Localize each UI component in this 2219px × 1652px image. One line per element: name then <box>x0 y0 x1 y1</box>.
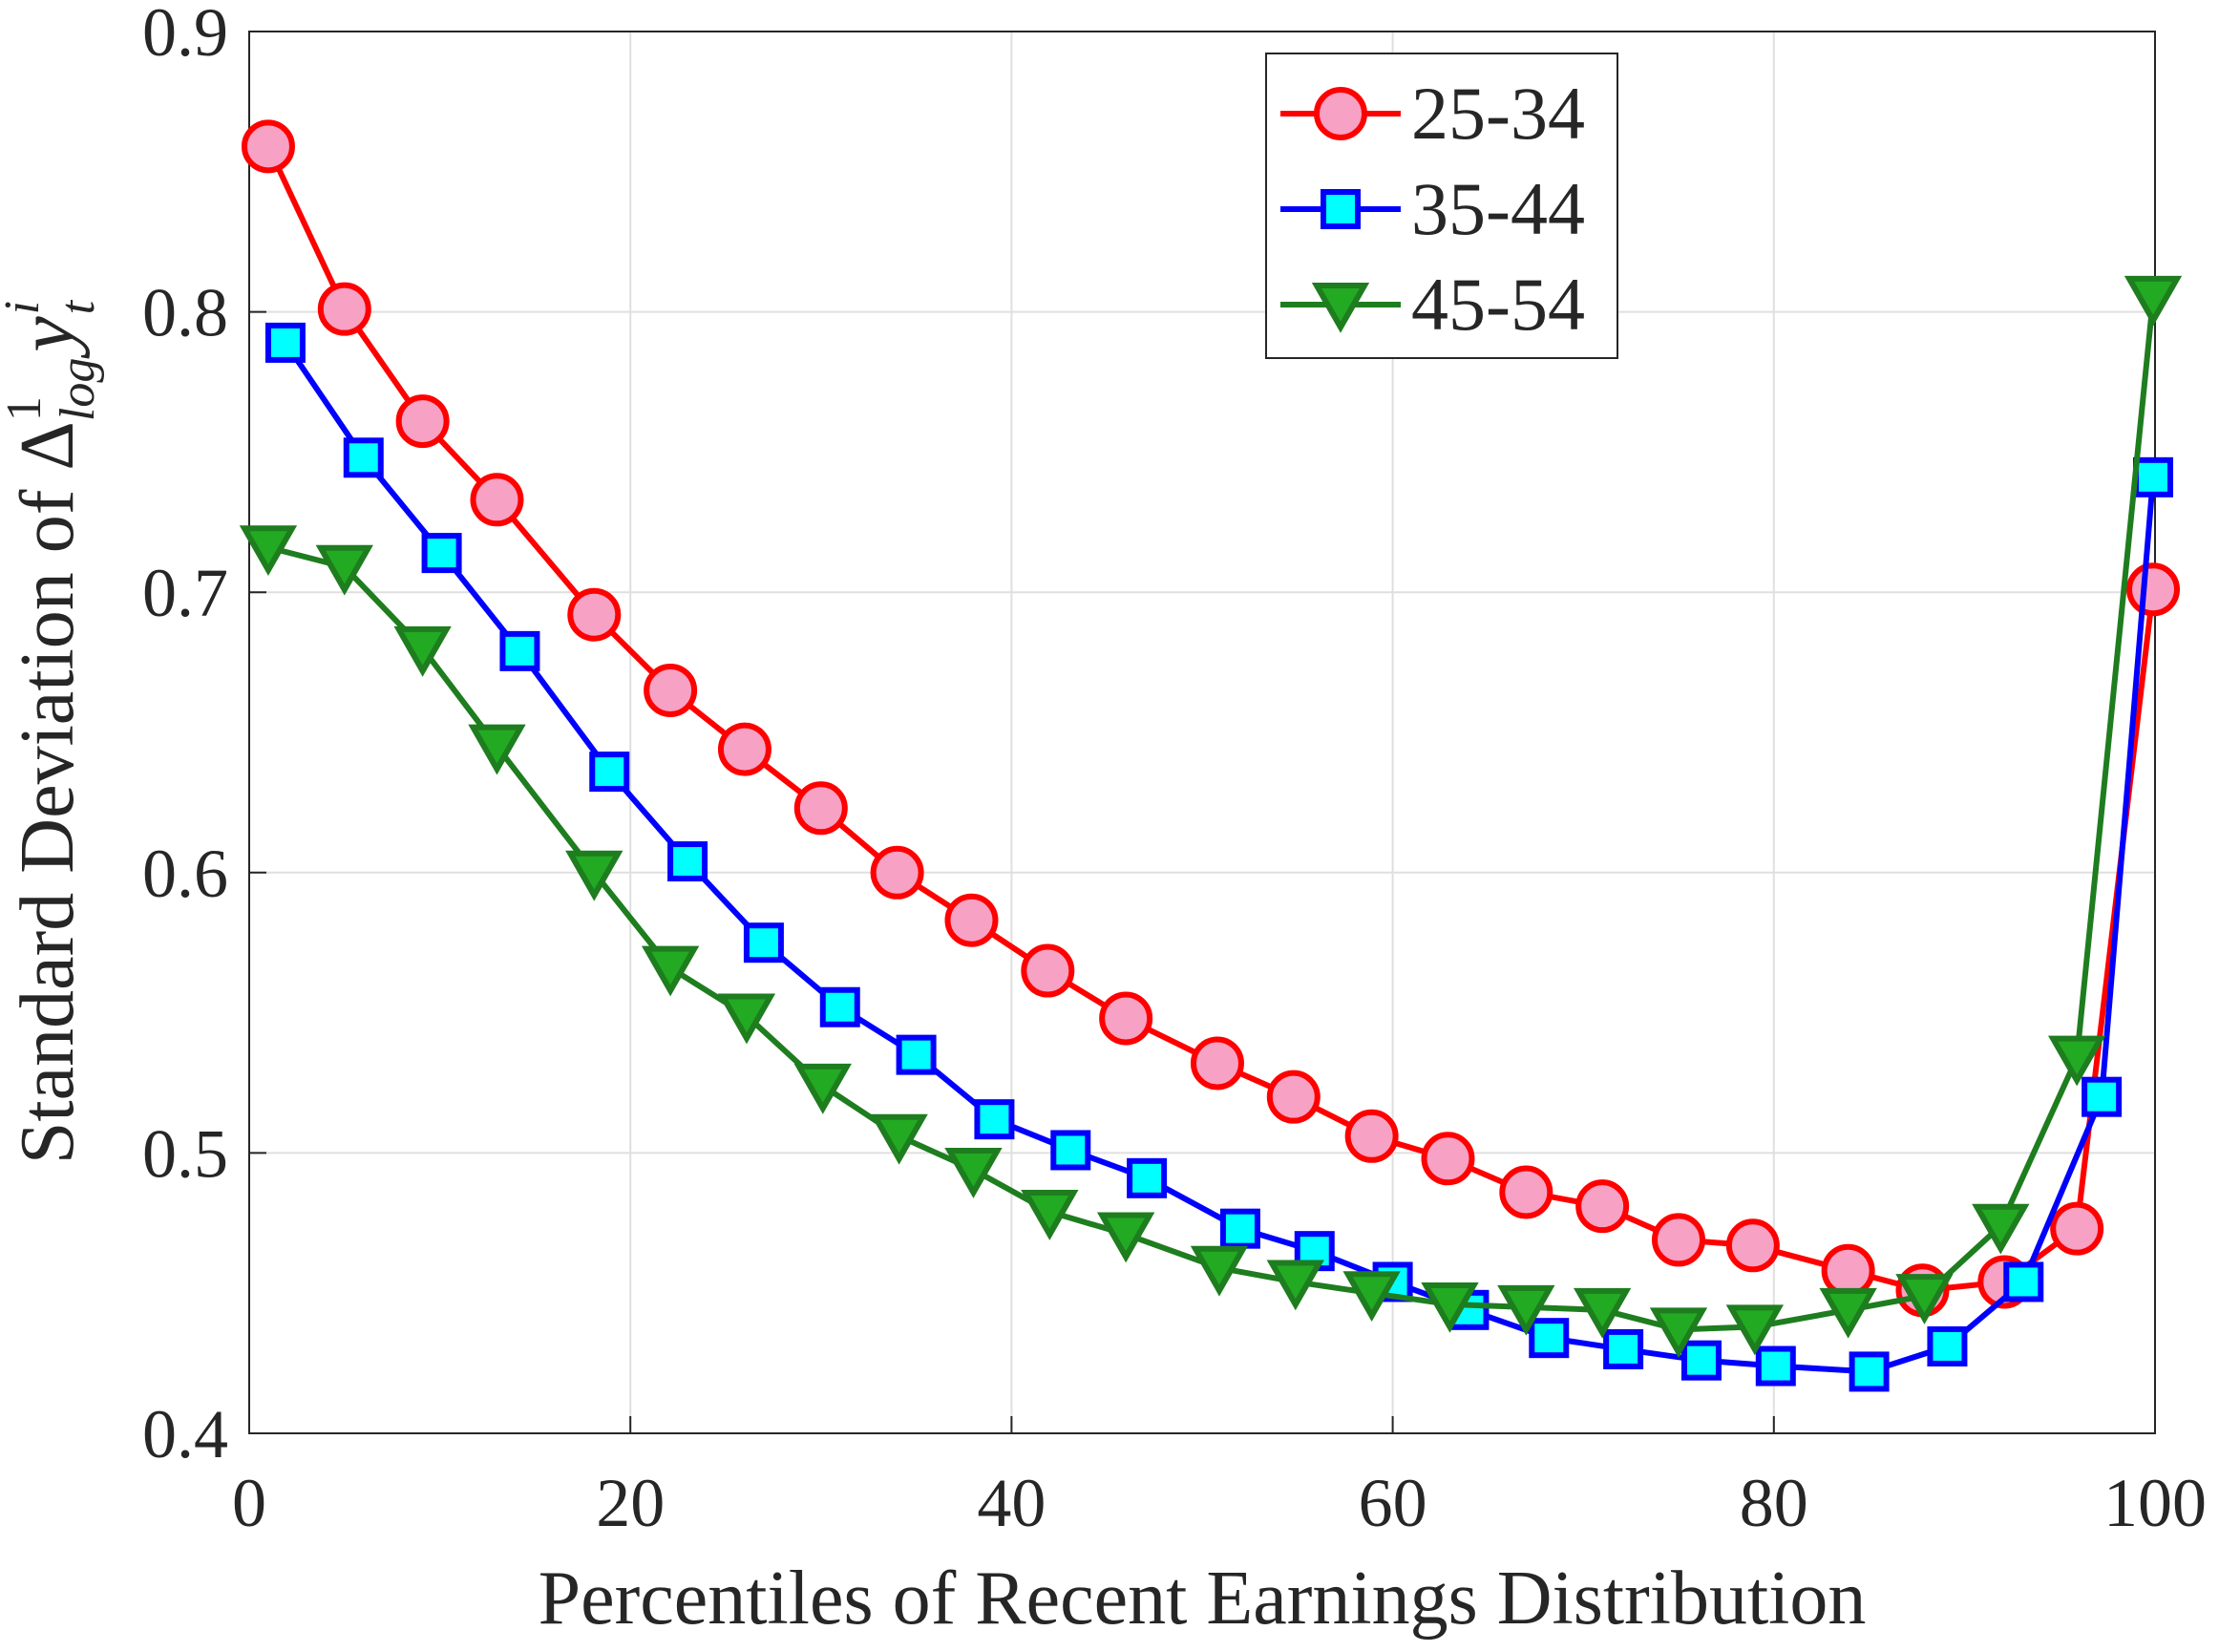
marker <box>470 473 524 527</box>
plot-area <box>249 32 2155 1433</box>
marker <box>1344 1109 1399 1163</box>
y-tick-label: 0.7 <box>142 555 228 631</box>
marker <box>1575 1179 1630 1234</box>
marker <box>2124 275 2183 327</box>
marker <box>1021 1190 1079 1240</box>
marker <box>315 544 373 596</box>
marker <box>1127 1157 1168 1198</box>
legend-marker <box>1311 283 1370 333</box>
marker <box>2050 1201 2104 1256</box>
y-tick-label: 0.9 <box>142 0 228 71</box>
marker <box>317 282 371 336</box>
marker <box>1190 1245 1249 1297</box>
marker <box>974 1099 1015 1140</box>
y-axis-label-part: t <box>51 299 105 314</box>
legend-marker <box>1321 189 1361 229</box>
marker <box>1649 1307 1708 1359</box>
marker <box>1895 1274 1954 1324</box>
marker <box>1266 1260 1324 1311</box>
marker <box>1680 1340 1722 1381</box>
marker <box>1497 1284 1555 1336</box>
marker <box>641 945 700 997</box>
marker <box>644 663 698 717</box>
marker <box>1219 1208 1260 1249</box>
marker <box>468 724 526 775</box>
marker <box>395 394 450 449</box>
x-tick-label: 40 <box>977 1465 1046 1541</box>
marker <box>1342 1271 1401 1322</box>
marker <box>793 781 848 836</box>
marker <box>1421 1281 1479 1333</box>
marker <box>241 119 295 174</box>
marker <box>717 722 771 776</box>
legend-label: 45-54 <box>1411 263 1585 346</box>
marker <box>896 1034 937 1075</box>
marker <box>2047 1035 2106 1087</box>
marker <box>2003 1261 2044 1303</box>
marker <box>1529 1318 1570 1359</box>
y-axis-label-part: 1 <box>0 396 52 421</box>
x-tick-label: 100 <box>2103 1465 2207 1541</box>
x-tick-label: 80 <box>1740 1465 1808 1541</box>
marker <box>421 533 462 574</box>
marker <box>589 752 630 793</box>
marker <box>1819 1287 1877 1339</box>
marker <box>2133 456 2174 498</box>
plot-frame <box>248 31 2156 1434</box>
marker <box>1603 1328 1644 1369</box>
marker <box>1821 1243 1875 1298</box>
marker <box>1096 1212 1155 1263</box>
marker <box>1421 1132 1475 1186</box>
y-tick-label: 0.5 <box>142 1115 228 1192</box>
x-tick-label: 0 <box>232 1465 266 1541</box>
marker <box>2126 562 2181 617</box>
marker <box>743 922 784 964</box>
marker <box>2082 1076 2123 1117</box>
x-tick-label: 60 <box>1359 1465 1427 1541</box>
y-axis-label-part: log <box>51 358 105 421</box>
legend-label: 35-44 <box>1411 167 1585 250</box>
marker <box>944 893 999 947</box>
marker <box>1190 1036 1244 1091</box>
marker <box>717 993 776 1045</box>
marker <box>264 322 306 363</box>
marker <box>1725 1218 1780 1273</box>
marker <box>1499 1165 1553 1219</box>
y-axis-label-part: Standard Deviation of Δ <box>6 421 90 1164</box>
marker <box>1573 1287 1632 1339</box>
marker <box>1927 1325 1968 1366</box>
marker <box>343 437 384 478</box>
marker <box>1099 991 1153 1046</box>
y-tick-label: 0.8 <box>142 275 228 351</box>
legend-marker <box>1314 87 1367 140</box>
y-axis-label-part: y <box>2 316 91 360</box>
marker <box>1050 1130 1091 1171</box>
marker <box>1972 1203 2030 1255</box>
y-tick-label: 0.4 <box>142 1396 228 1472</box>
marker <box>1266 1070 1321 1124</box>
marker <box>239 525 298 577</box>
marker <box>944 1148 1003 1198</box>
marker <box>1755 1345 1796 1387</box>
marker <box>870 1113 928 1165</box>
marker <box>1652 1213 1705 1267</box>
x-tick-label: 20 <box>596 1465 665 1541</box>
marker <box>870 845 924 900</box>
marker <box>1725 1304 1785 1356</box>
y-axis-label-part: i <box>0 301 50 314</box>
x-axis-label: Percentiles of Recent Earnings Distribut… <box>539 1557 1867 1641</box>
marker <box>499 630 540 671</box>
marker <box>1021 943 1075 998</box>
marker <box>819 986 860 1027</box>
marker <box>567 587 622 642</box>
marker <box>393 625 452 677</box>
marker <box>793 1063 852 1114</box>
marker <box>1849 1351 1890 1392</box>
marker <box>667 841 708 882</box>
legend-label: 25-34 <box>1411 72 1585 155</box>
marker <box>565 850 623 901</box>
y-tick-label: 0.6 <box>142 836 228 912</box>
